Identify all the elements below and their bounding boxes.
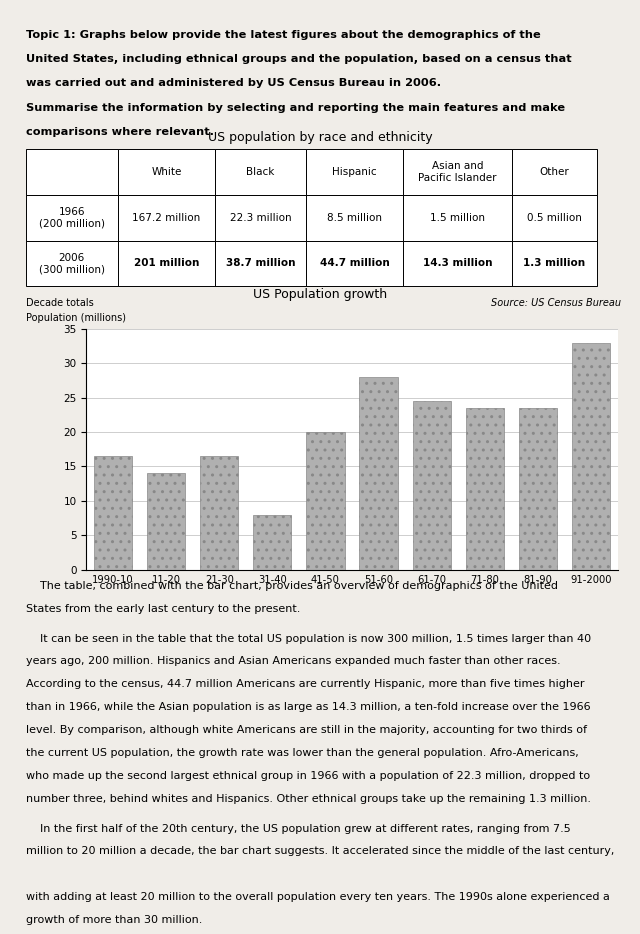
Text: Other: Other — [540, 167, 570, 177]
Text: 1.5 million: 1.5 million — [430, 213, 485, 223]
Text: was carried out and administered by US Census Bureau in 2006.: was carried out and administered by US C… — [26, 78, 441, 89]
Text: 167.2 million: 167.2 million — [132, 213, 200, 223]
Bar — [413, 401, 451, 570]
Text: The table, combined with the bar chart, provides an overview of demographics of : The table, combined with the bar chart, … — [26, 581, 557, 591]
Text: Black: Black — [246, 167, 275, 177]
Text: Hispanic: Hispanic — [332, 167, 377, 177]
Text: the current US population, the growth rate was lower than the general population: the current US population, the growth ra… — [26, 748, 579, 758]
Text: who made up the second largest ethnical group in 1966 with a population of 22.3 : who made up the second largest ethnical … — [26, 771, 589, 781]
Text: United States, including ethnical groups and the population, based on a census t: United States, including ethnical groups… — [26, 54, 572, 64]
Bar — [200, 456, 238, 570]
Bar — [26, 241, 118, 286]
Text: US Population growth: US Population growth — [253, 288, 387, 301]
Text: years ago, 200 million. Hispanics and Asian Americans expanded much faster than : years ago, 200 million. Hispanics and As… — [26, 657, 560, 667]
Text: with adding at least 20 million to the overall population every ten years. The 1: with adding at least 20 million to the o… — [26, 892, 609, 902]
Text: Population (millions): Population (millions) — [26, 313, 125, 323]
Bar — [118, 241, 215, 286]
Text: Topic 1: Graphs below provide the latest figures about the demographics of the: Topic 1: Graphs below provide the latest… — [26, 30, 540, 40]
Text: 2006
(300 million): 2006 (300 million) — [39, 252, 105, 275]
Text: million to 20 million a decade, the bar chart suggests. It accelerated since the: million to 20 million a decade, the bar … — [26, 846, 614, 856]
Bar — [306, 195, 403, 241]
Text: 1.3 million: 1.3 million — [524, 259, 586, 268]
Bar — [403, 195, 512, 241]
Text: 201 million: 201 million — [134, 259, 199, 268]
Bar — [215, 149, 306, 195]
Text: 8.5 million: 8.5 million — [327, 213, 382, 223]
Text: Summarise the information by selecting and reporting the main features and make: Summarise the information by selecting a… — [26, 103, 564, 113]
Bar — [403, 241, 512, 286]
Text: It can be seen in the table that the total US population is now 300 million, 1.5: It can be seen in the table that the tot… — [26, 633, 591, 644]
Text: According to the census, 44.7 million Americans are currently Hispanic, more tha: According to the census, 44.7 million Am… — [26, 679, 584, 689]
Bar — [306, 241, 403, 286]
Text: growth of more than 30 million.: growth of more than 30 million. — [26, 915, 202, 925]
Text: States from the early last century to the present.: States from the early last century to th… — [26, 604, 300, 614]
Bar — [512, 149, 597, 195]
Bar — [360, 377, 397, 570]
Text: than in 1966, while the Asian population is as large as 14.3 million, a ten-fold: than in 1966, while the Asian population… — [26, 702, 590, 713]
Text: 22.3 million: 22.3 million — [230, 213, 291, 223]
Text: level. By comparison, although white Americans are still in the majority, accoun: level. By comparison, although white Ame… — [26, 725, 587, 735]
Text: In the first half of the 20th century, the US population grew at different rates: In the first half of the 20th century, t… — [26, 824, 570, 833]
Bar — [215, 241, 306, 286]
Bar — [118, 149, 215, 195]
Bar — [253, 515, 291, 570]
Text: White: White — [151, 167, 182, 177]
Bar — [26, 195, 118, 241]
Bar — [572, 343, 610, 570]
Text: number three, behind whites and Hispanics. Other ethnical groups take up the rem: number three, behind whites and Hispanic… — [26, 794, 591, 804]
Text: Decade totals: Decade totals — [26, 298, 93, 308]
Bar — [307, 432, 344, 570]
Bar — [306, 149, 403, 195]
Bar — [519, 408, 557, 570]
Text: 44.7 million: 44.7 million — [319, 259, 389, 268]
Bar — [403, 149, 512, 195]
Bar — [466, 408, 504, 570]
Text: comparisons where relevant.: comparisons where relevant. — [26, 127, 214, 137]
Bar — [94, 456, 132, 570]
Text: 14.3 million: 14.3 million — [422, 259, 492, 268]
Bar — [118, 195, 215, 241]
Text: 38.7 million: 38.7 million — [226, 259, 295, 268]
Bar — [512, 195, 597, 241]
Text: 1966
(200 million): 1966 (200 million) — [39, 207, 105, 229]
Text: Asian and
Pacific Islander: Asian and Pacific Islander — [418, 162, 497, 183]
Text: 0.5 million: 0.5 million — [527, 213, 582, 223]
Bar — [215, 195, 306, 241]
Text: Source: US Census Bureau: Source: US Census Bureau — [491, 298, 621, 308]
Text: US population by race and ethnicity: US population by race and ethnicity — [208, 131, 432, 144]
Bar — [26, 149, 118, 195]
Bar — [512, 241, 597, 286]
Bar — [147, 474, 185, 570]
